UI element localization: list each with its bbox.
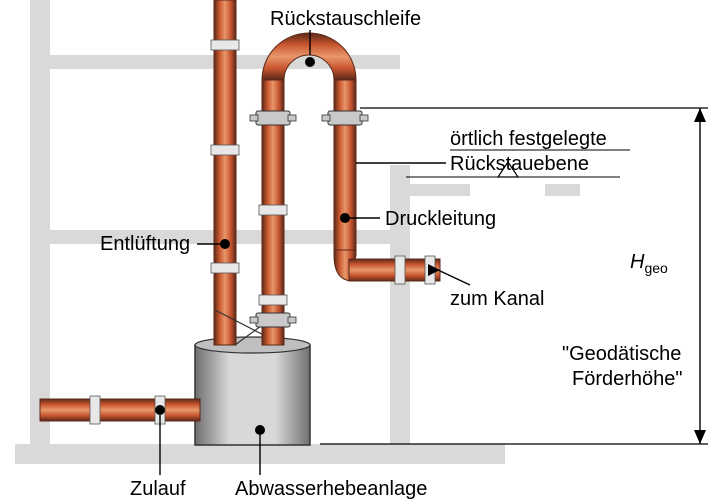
label-zum-kanal: zum Kanal — [450, 288, 545, 310]
label-entlueftung: Entlüftung — [100, 233, 190, 255]
label-foerderhoehe: Förderhöhe" — [572, 368, 683, 390]
label-zulauf: Zulauf — [130, 478, 186, 500]
label-geodaetische: "Geodätische — [562, 343, 681, 365]
label-rueckstauschleife: Rückstauschleife — [270, 8, 421, 30]
label-druckleitung: Druckleitung — [385, 208, 496, 230]
tank — [195, 345, 310, 445]
label-abwasserhebeanlage: Abwasserhebeanlage — [235, 478, 427, 500]
label-hgeo: Hgeo — [630, 251, 668, 276]
label-oertlich: örtlich festgelegte — [450, 128, 607, 150]
label-rueckstauebene: Rückstauebene — [450, 153, 589, 175]
